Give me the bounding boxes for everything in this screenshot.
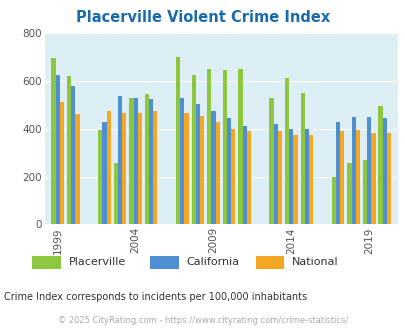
Bar <box>106 111 111 224</box>
Text: © 2025 CityRating.com - https://www.cityrating.com/crime-statistics/: © 2025 CityRating.com - https://www.city… <box>58 316 347 325</box>
Bar <box>226 118 230 224</box>
Bar <box>102 121 106 224</box>
Bar <box>149 99 153 224</box>
Text: Placerville Violent Crime Index: Placerville Violent Crime Index <box>76 10 329 25</box>
Bar <box>339 131 343 224</box>
Bar <box>293 135 297 224</box>
Bar <box>137 113 142 224</box>
Text: Placerville: Placerville <box>69 257 126 267</box>
Bar <box>98 130 102 224</box>
Bar <box>355 130 359 224</box>
Bar <box>273 124 277 224</box>
Bar <box>180 98 184 224</box>
Bar <box>113 163 117 224</box>
Bar <box>308 135 313 224</box>
Bar <box>366 117 371 224</box>
Bar <box>386 134 390 224</box>
Bar <box>184 113 188 224</box>
Bar <box>215 121 219 224</box>
Bar <box>71 86 75 224</box>
Bar <box>284 79 288 224</box>
Bar <box>222 70 226 224</box>
Bar <box>331 177 335 224</box>
Bar <box>75 115 79 224</box>
Text: Crime Index corresponds to incidents per 100,000 inhabitants: Crime Index corresponds to incidents per… <box>4 292 307 302</box>
Bar <box>230 129 235 224</box>
Bar <box>242 126 246 224</box>
Bar <box>133 98 137 224</box>
Bar <box>195 104 200 224</box>
Bar <box>269 98 273 224</box>
Bar <box>347 163 351 224</box>
Bar <box>117 96 122 224</box>
Bar <box>335 121 339 224</box>
Bar <box>153 111 157 224</box>
Bar <box>51 58 55 224</box>
Bar <box>191 75 195 224</box>
Bar <box>60 102 64 224</box>
Bar <box>129 98 133 224</box>
Bar <box>200 115 204 224</box>
Bar <box>176 57 180 224</box>
Bar <box>55 75 60 224</box>
Bar <box>122 113 126 224</box>
Text: California: California <box>186 257 239 267</box>
Bar <box>288 129 293 224</box>
Bar <box>238 69 242 224</box>
Bar <box>371 134 375 224</box>
Bar <box>362 160 366 224</box>
Bar <box>304 129 308 224</box>
Bar <box>300 93 304 224</box>
Bar <box>382 118 386 224</box>
Bar <box>377 106 382 224</box>
Bar <box>145 94 149 224</box>
Bar <box>246 131 250 224</box>
Bar <box>351 117 355 224</box>
Bar <box>67 76 71 224</box>
Bar <box>211 111 215 224</box>
Text: National: National <box>292 257 338 267</box>
Bar <box>207 69 211 224</box>
Bar <box>277 131 281 224</box>
